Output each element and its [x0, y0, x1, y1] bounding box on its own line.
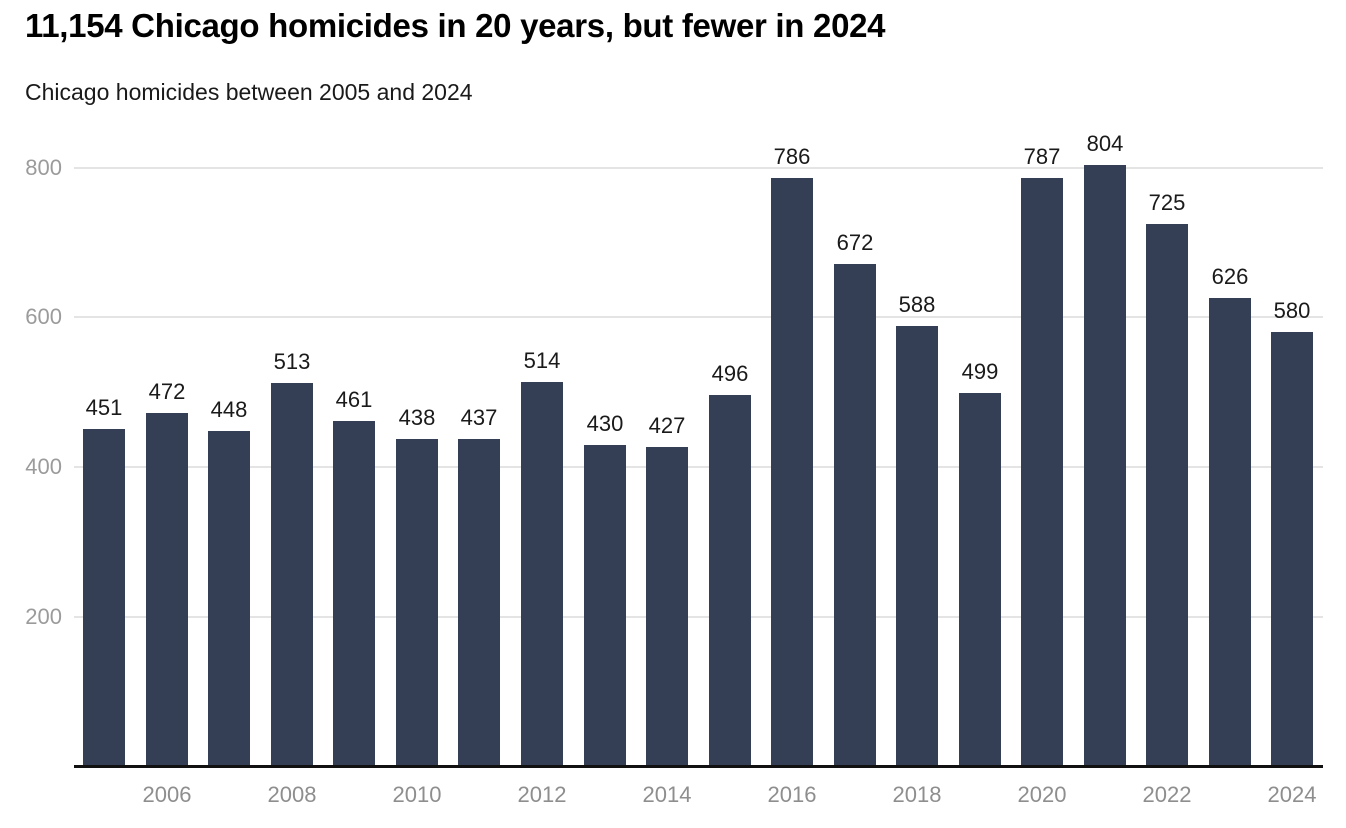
x-tick-label: 2022: [1142, 782, 1192, 807]
bar-2018: [896, 326, 938, 766]
bar-value-label: 786: [773, 144, 811, 169]
bar-value-label: 672: [836, 230, 874, 255]
bar-2012: [521, 382, 563, 766]
bar-value-label: 448: [210, 397, 248, 422]
bar-2011: [458, 439, 500, 766]
x-tick-label: 2012: [517, 782, 567, 807]
x-tick-label: 2016: [767, 782, 817, 807]
y-tick-label: 400: [25, 454, 62, 479]
chart-subtitle: Chicago homicides between 2005 and 2024: [25, 79, 473, 105]
x-tick-label: 2024: [1267, 782, 1317, 807]
bar-2017: [834, 264, 876, 766]
bar-value-label: 430: [586, 411, 624, 436]
bar-2016: [771, 178, 813, 766]
bar-value-label: 725: [1148, 190, 1186, 215]
x-tick-label: 2014: [642, 782, 692, 807]
bar-2021: [1084, 165, 1126, 766]
bar-2009: [333, 421, 375, 766]
bar-value-label: 580: [1273, 298, 1311, 323]
chart-title: 11,154 Chicago homicides in 20 years, bu…: [25, 7, 886, 44]
y-tick-label: 600: [25, 304, 62, 329]
bar-value-label: 472: [148, 379, 186, 404]
gridline: [74, 616, 1323, 618]
bar-2015: [709, 395, 751, 766]
bar-value-label: 514: [523, 348, 561, 373]
x-tick-label: 2006: [142, 782, 192, 807]
bar-value-label: 513: [273, 349, 311, 374]
bar-2008: [271, 383, 313, 766]
bar-value-label: 787: [1023, 144, 1061, 169]
bar-2024: [1271, 332, 1313, 766]
bar-2013: [584, 445, 626, 766]
x-tick-label: 2020: [1017, 782, 1067, 807]
bar-value-label: 427: [648, 413, 686, 438]
x-axis-line: [74, 765, 1323, 768]
bar-2005: [83, 429, 125, 766]
y-tick-label: 800: [25, 155, 62, 180]
bar-2006: [146, 413, 188, 766]
gridline: [74, 167, 1323, 169]
bar-value-label: 626: [1211, 264, 1249, 289]
bar-value-label: 438: [398, 405, 436, 430]
bar-2022: [1146, 224, 1188, 766]
bar-value-label: 804: [1086, 131, 1124, 156]
x-tick-label: 2008: [267, 782, 317, 807]
bar-2020: [1021, 178, 1063, 766]
bar-value-label: 437: [460, 405, 498, 430]
bar-value-label: 499: [961, 359, 999, 384]
bar-2023: [1209, 298, 1251, 766]
bar-value-label: 588: [898, 292, 936, 317]
x-tick-label: 2018: [892, 782, 942, 807]
x-tick-label: 2010: [392, 782, 442, 807]
bar-2019: [959, 393, 1001, 766]
bar-value-label: 461: [335, 387, 373, 412]
bar-2010: [396, 439, 438, 766]
bar-2014: [646, 447, 688, 766]
bar-value-label: 496: [711, 361, 749, 386]
gridline: [74, 466, 1323, 468]
bar-2007: [208, 431, 250, 766]
bar-value-label: 451: [85, 395, 123, 420]
gridline: [74, 316, 1323, 318]
y-tick-label: 200: [25, 604, 62, 629]
